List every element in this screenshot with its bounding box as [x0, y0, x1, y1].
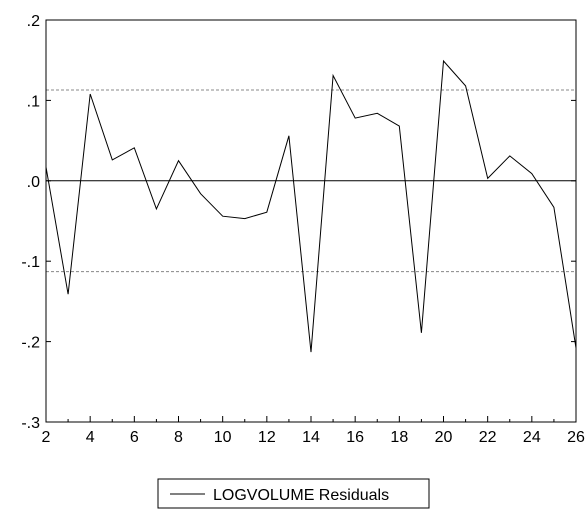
x-axis: 2 4 6 8 10 12 14 16 18 20 22 24 26	[42, 416, 585, 446]
x-tick-label: 2	[42, 429, 51, 446]
legend: LOGVOLUME Residuals	[157, 478, 430, 509]
series-line-0	[45, 59, 577, 353]
y-tick-label: -.1	[21, 254, 40, 271]
x-tick-label: 4	[86, 429, 95, 446]
y-tick-label: -.3	[21, 415, 40, 432]
y-axis: -.3 -.2 -.1 .0 .1 .2	[21, 13, 576, 432]
x-tick-label: 24	[523, 429, 541, 446]
x-tick-label: 10	[214, 429, 232, 446]
x-tick-label: 8	[174, 429, 183, 446]
y-tick-label: .1	[27, 93, 40, 110]
y-tick-label: -.2	[21, 335, 40, 352]
x-tick-label: 26	[567, 429, 585, 446]
x-tick-label: 6	[130, 429, 139, 446]
plot-frame	[45, 19, 577, 423]
x-tick-label: 18	[390, 429, 408, 446]
x-tick-label: 14	[302, 429, 320, 446]
x-tick-label: 22	[479, 429, 497, 446]
y-tick-label: .0	[27, 174, 40, 191]
y-tick-label: .2	[27, 13, 40, 30]
x-tick-label: 16	[346, 429, 364, 446]
legend-label: LOGVOLUME Residuals	[213, 487, 389, 504]
series-layer	[45, 59, 577, 353]
x-tick-label: 12	[258, 429, 276, 446]
reference-lines	[46, 89, 576, 273]
x-tick-label: 20	[435, 429, 453, 446]
